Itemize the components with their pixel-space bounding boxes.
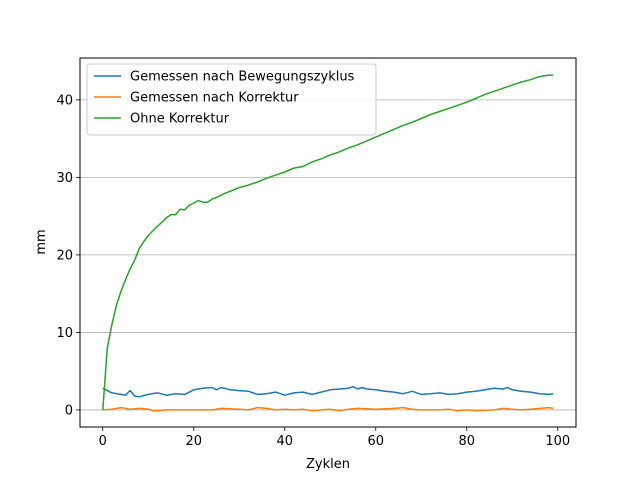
legend-box	[86, 63, 377, 136]
y-tick-label: 30	[56, 171, 73, 186]
x-tick-label: 40	[276, 434, 293, 449]
y-axis-label: mm	[34, 229, 49, 254]
series-line-1	[102, 385, 554, 398]
x-tick-label: 60	[368, 434, 385, 449]
y-tick-label: 0	[65, 403, 73, 418]
x-tick-label: 0	[99, 434, 107, 449]
x-axis-label: Zyklen	[306, 457, 350, 472]
x-tick-label: 80	[459, 434, 476, 449]
plot-frame	[79, 57, 577, 428]
series-line-2	[102, 406, 554, 412]
legend-label: Gemessen nach Korrektur	[130, 91, 299, 106]
y-tick-label: 40	[56, 93, 73, 108]
legend: Gemessen nach Bewegungszyklus Gemessen na…	[86, 63, 377, 136]
y-tick-label: 10	[56, 326, 73, 341]
y-axis-ticks: 0 10 20 30 40	[56, 93, 80, 418]
x-tick-label: 20	[185, 434, 202, 449]
series-lines	[102, 74, 554, 412]
x-axis-ticks: 0 20 40 60 80 100	[99, 427, 570, 449]
series-line-3	[102, 74, 554, 410]
x-tick-label: 100	[545, 434, 570, 449]
legend-label: Ohne Korrektur	[130, 112, 230, 127]
y-tick-label: 20	[56, 248, 73, 263]
legend-label: Gemessen nach Bewegungszyklus	[130, 70, 355, 85]
